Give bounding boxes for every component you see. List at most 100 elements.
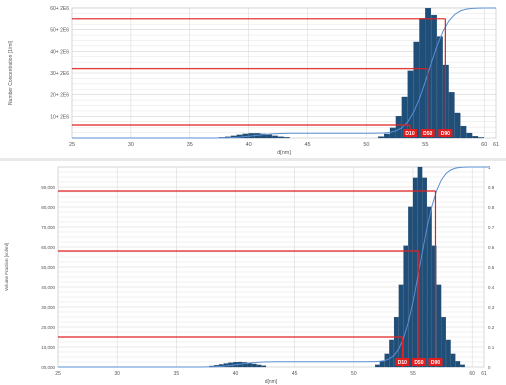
- bottom-marker-badge-d10: [395, 358, 410, 366]
- bottom-histogram-bar: [427, 206, 432, 368]
- bottom-marker-badge-d90: [428, 358, 443, 366]
- bottom-histogram-bar: [441, 317, 446, 368]
- bottom-y-tick-label: 80,000: [41, 205, 55, 210]
- top-histogram-bar: [437, 36, 443, 139]
- top-histogram-bar: [431, 14, 437, 139]
- bottom-y2-tick-label: 0.6: [488, 245, 495, 250]
- bottom-histogram-bar: [389, 339, 394, 368]
- bottom-x-tick-label: 61: [481, 371, 487, 377]
- top-histogram-bar: [266, 134, 273, 139]
- top-histogram-bar: [472, 136, 479, 139]
- top-x-tick-label: 50: [363, 142, 369, 148]
- top-histogram-bar: [466, 132, 473, 139]
- bottom-y2-tick-label: 0.4: [488, 285, 495, 290]
- bottom-y-tick-label: 90,000: [41, 185, 55, 190]
- top-x-tick-label: 40: [246, 142, 252, 148]
- bottom-histogram-bar: [446, 339, 451, 368]
- top-histogram-bar: [413, 41, 420, 139]
- volume-distribution-chart-panel: 25 30 35 40 45 50 55 60 61 00,000 10,000 20,000 30,0…: [0, 161, 506, 385]
- bottom-histogram-bar: [261, 365, 267, 368]
- top-histogram-bar: [448, 92, 455, 139]
- bottom-x-tick-label: 45: [292, 371, 298, 377]
- top-y-tick-label: 10+ 2E6: [50, 114, 69, 120]
- top-x-tick-label: 61: [493, 142, 499, 148]
- bottom-y-tick-label: 50,000: [41, 265, 55, 270]
- top-histogram-bar: [454, 112, 461, 139]
- bottom-histogram-bar: [251, 363, 257, 368]
- bottom-y2-tick-label: 0.2: [488, 325, 495, 330]
- bottom-marker-label-d10: D10: [398, 360, 407, 366]
- top-x-tick-label: 45: [304, 142, 310, 148]
- top-marker-badge-d10: [403, 129, 418, 137]
- top-histogram-bar: [272, 135, 278, 139]
- bottom-y-tick-label: 60,000: [41, 245, 55, 250]
- top-y-tick-label: 60+ 2E6: [50, 6, 69, 12]
- bottom-y-tick-label: 30,000: [41, 305, 55, 310]
- top-x-tick-label: 35: [187, 142, 193, 148]
- top-histogram-bar: [283, 137, 290, 139]
- bottom-histogram-bar: [375, 364, 380, 368]
- number-distribution-chart-panel: 25 30 35 40 45 50 55 60 61 10+ 2E6 20+ 2E6 30+ 2E6 4…: [0, 0, 506, 158]
- panel-separator: [0, 158, 506, 161]
- bottom-x-tick-label: 55: [410, 371, 416, 377]
- top-histogram-bar: [260, 133, 267, 139]
- bottom-y-tick-label: 00,000: [41, 365, 55, 370]
- top-marker-badge-d90: [438, 129, 453, 137]
- top-histogram-bar: [460, 125, 467, 139]
- bottom-histogram-bar: [393, 317, 399, 368]
- bottom-y2-tick-label: 1: [488, 165, 491, 170]
- bottom-x-tick-label: 60: [469, 371, 475, 377]
- top-marker-badge-d50: [420, 129, 435, 137]
- bottom-x-axis-title: d[nm]: [265, 379, 278, 385]
- top-cumulative-curve: [72, 7, 497, 139]
- bottom-y-axis-title: Volume Fraction [vol/ml]: [4, 243, 9, 291]
- bottom-histogram-bar: [256, 364, 262, 368]
- top-y-tick-label: 30+ 2E6: [50, 71, 69, 77]
- top-x-tick-label: 25: [69, 142, 75, 148]
- bottom-y2-tick-label: 0.3: [488, 305, 495, 310]
- bottom-histogram-bar: [455, 361, 461, 368]
- top-histogram-bar: [401, 96, 408, 139]
- top-y-tick-label: 20+ 2E6: [50, 93, 69, 99]
- bottom-histogram-bar: [408, 206, 413, 368]
- number-distribution-chart: 25 30 35 40 45 50 55 60 61 10+ 2E6 20+ 2E6 30+ 2E6 4…: [8, 6, 499, 156]
- bottom-y-tick-label: 70,000: [41, 225, 55, 230]
- top-x-tick-label: 30: [128, 142, 134, 148]
- bottom-histogram-bar: [242, 362, 248, 368]
- top-histogram-bar: [378, 136, 384, 139]
- bottom-y2-tick-label: 0.5: [488, 265, 495, 270]
- top-marker-label-d90: D90: [441, 131, 450, 137]
- top-x-tick-label: 55: [422, 142, 428, 148]
- top-marker-label-d10: D10: [405, 131, 414, 137]
- bottom-marker-label-d90: D90: [431, 360, 440, 366]
- bottom-histogram-bar: [431, 245, 437, 368]
- bottom-x-tick-label: 30: [114, 371, 120, 377]
- bottom-histogram-bar: [412, 177, 418, 368]
- top-x-axis-title: d[nm]: [277, 150, 291, 156]
- bottom-y-tick-label: 10,000: [41, 345, 55, 350]
- bottom-histogram-bar: [379, 361, 385, 368]
- top-y-tick-label: 50+ 2E6: [50, 28, 69, 34]
- volume-distribution-chart: 25 30 35 40 45 50 55 60 61 00,000 10,000 20,000 30,0…: [4, 165, 495, 385]
- bottom-y-tick-label: 40,000: [41, 285, 55, 290]
- bottom-histogram-bar: [450, 353, 456, 368]
- bottom-cumulative-curve: [58, 166, 489, 368]
- top-marker-label-d50: D50: [423, 131, 432, 137]
- top-histogram-bar: [478, 137, 485, 139]
- bottom-y2-tick-label: 0.7: [488, 225, 495, 230]
- bottom-marker-badge-d50: [411, 358, 426, 366]
- bottom-y-tick-label: 20,000: [41, 325, 55, 330]
- bottom-histogram-bar: [403, 245, 409, 368]
- bottom-x-tick-label: 25: [55, 371, 61, 377]
- bottom-y2-tick-label: 0.1: [488, 345, 495, 350]
- bottom-x-tick-label: 35: [174, 371, 180, 377]
- top-y-tick-label: 40+ 2E6: [50, 49, 69, 55]
- top-x-tick-label: 60: [481, 142, 487, 148]
- bottom-marker-label-d50: D50: [414, 360, 423, 366]
- bottom-histogram-bar: [460, 364, 465, 368]
- bottom-histogram-bar: [398, 284, 404, 368]
- bottom-x-tick-label: 50: [351, 371, 357, 377]
- top-histogram-bar: [419, 18, 426, 139]
- top-histogram-bar: [278, 136, 284, 139]
- top-histogram-bar: [389, 127, 396, 139]
